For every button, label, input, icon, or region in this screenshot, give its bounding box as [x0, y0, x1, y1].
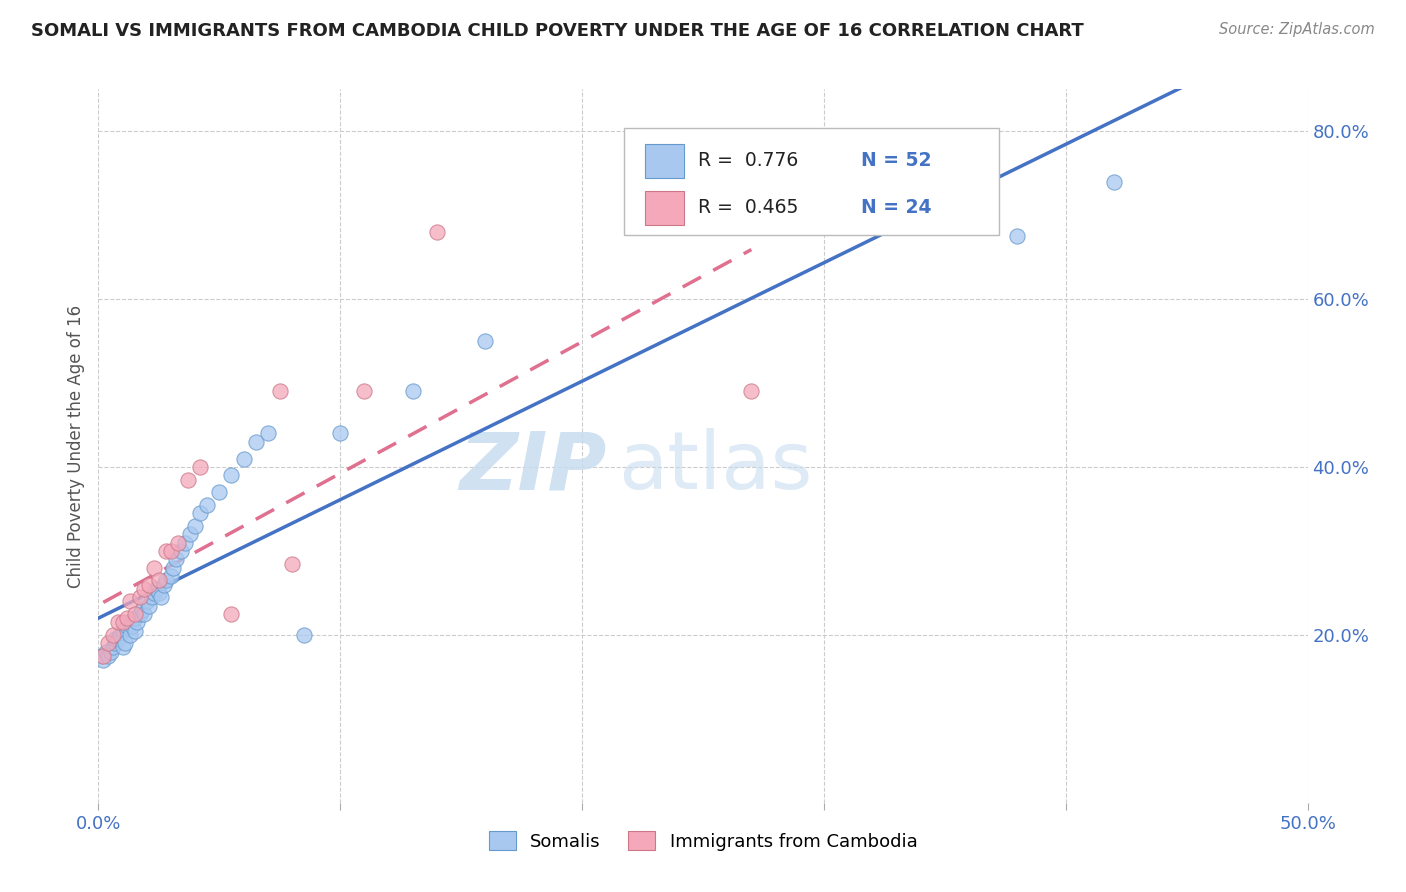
- Point: [104, 636, 127, 650]
- Point: [97, 636, 120, 650]
- Point: [138, 577, 160, 591]
- Point: [117, 611, 139, 625]
- Point: [256, 426, 278, 441]
- Point: [111, 624, 134, 638]
- Point: [118, 628, 141, 642]
- Legend: Somalis, Immigrants from Cambodia: Somalis, Immigrants from Cambodia: [481, 824, 925, 858]
- Point: [118, 615, 141, 630]
- Point: [292, 628, 315, 642]
- Point: [165, 552, 187, 566]
- Point: [269, 384, 291, 399]
- Point: [426, 225, 449, 239]
- Point: [1007, 229, 1029, 244]
- Point: [169, 544, 191, 558]
- Point: [138, 599, 160, 613]
- Point: [114, 636, 136, 650]
- Point: [134, 582, 156, 596]
- Point: [1102, 175, 1125, 189]
- Point: [124, 607, 146, 621]
- FancyBboxPatch shape: [645, 145, 683, 178]
- Point: [179, 527, 201, 541]
- Point: [155, 544, 177, 558]
- Point: [141, 590, 163, 604]
- Point: [90, 648, 112, 663]
- Point: [91, 648, 114, 663]
- Text: ZIP: ZIP: [458, 428, 606, 507]
- Text: SOMALI VS IMMIGRANTS FROM CAMBODIA CHILD POVERTY UNDER THE AGE OF 16 CORRELATION: SOMALI VS IMMIGRANTS FROM CAMBODIA CHILD…: [31, 22, 1084, 40]
- Point: [124, 611, 146, 625]
- Point: [107, 615, 129, 630]
- Point: [134, 607, 156, 621]
- Point: [118, 594, 141, 608]
- Point: [160, 569, 183, 583]
- Point: [184, 518, 207, 533]
- Point: [135, 594, 157, 608]
- Point: [94, 645, 117, 659]
- Point: [97, 648, 120, 663]
- Text: N = 24: N = 24: [862, 198, 932, 217]
- Point: [167, 535, 190, 549]
- Point: [474, 334, 496, 348]
- Point: [100, 645, 122, 659]
- Point: [740, 384, 762, 399]
- Point: [174, 535, 197, 549]
- Point: [111, 640, 134, 655]
- Point: [108, 628, 131, 642]
- Point: [104, 632, 127, 646]
- Point: [127, 615, 149, 630]
- Point: [160, 544, 183, 558]
- Text: R =  0.465: R = 0.465: [699, 198, 799, 217]
- Point: [143, 586, 166, 600]
- Point: [91, 653, 114, 667]
- Text: atlas: atlas: [619, 428, 813, 507]
- Point: [150, 590, 173, 604]
- Point: [188, 460, 211, 475]
- FancyBboxPatch shape: [624, 128, 1000, 235]
- Point: [128, 590, 150, 604]
- Y-axis label: Child Poverty Under the Age of 16: Child Poverty Under the Age of 16: [66, 304, 84, 588]
- FancyBboxPatch shape: [645, 191, 683, 225]
- Point: [117, 619, 139, 633]
- Point: [107, 632, 129, 646]
- Point: [111, 615, 134, 630]
- Point: [245, 434, 267, 449]
- Point: [124, 624, 146, 638]
- Point: [162, 560, 184, 574]
- Point: [232, 451, 254, 466]
- Point: [131, 603, 153, 617]
- Point: [148, 574, 170, 588]
- Point: [121, 619, 143, 633]
- Point: [148, 586, 170, 600]
- Point: [208, 485, 231, 500]
- Point: [128, 607, 150, 621]
- Point: [143, 560, 166, 574]
- Point: [101, 628, 124, 642]
- Point: [353, 384, 375, 399]
- Point: [145, 582, 167, 596]
- Text: R =  0.776: R = 0.776: [699, 151, 799, 170]
- Point: [221, 607, 243, 621]
- Point: [152, 577, 174, 591]
- Point: [221, 468, 243, 483]
- Text: Source: ZipAtlas.com: Source: ZipAtlas.com: [1219, 22, 1375, 37]
- Point: [101, 640, 124, 655]
- Text: N = 52: N = 52: [862, 151, 932, 170]
- Point: [155, 574, 177, 588]
- Point: [402, 384, 425, 399]
- Point: [188, 506, 211, 520]
- Point: [177, 473, 200, 487]
- Point: [329, 426, 352, 441]
- Point: [281, 557, 304, 571]
- Point: [195, 498, 218, 512]
